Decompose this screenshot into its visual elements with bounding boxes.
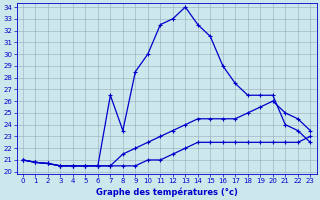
X-axis label: Graphe des températures (°c): Graphe des températures (°c) [96,187,237,197]
